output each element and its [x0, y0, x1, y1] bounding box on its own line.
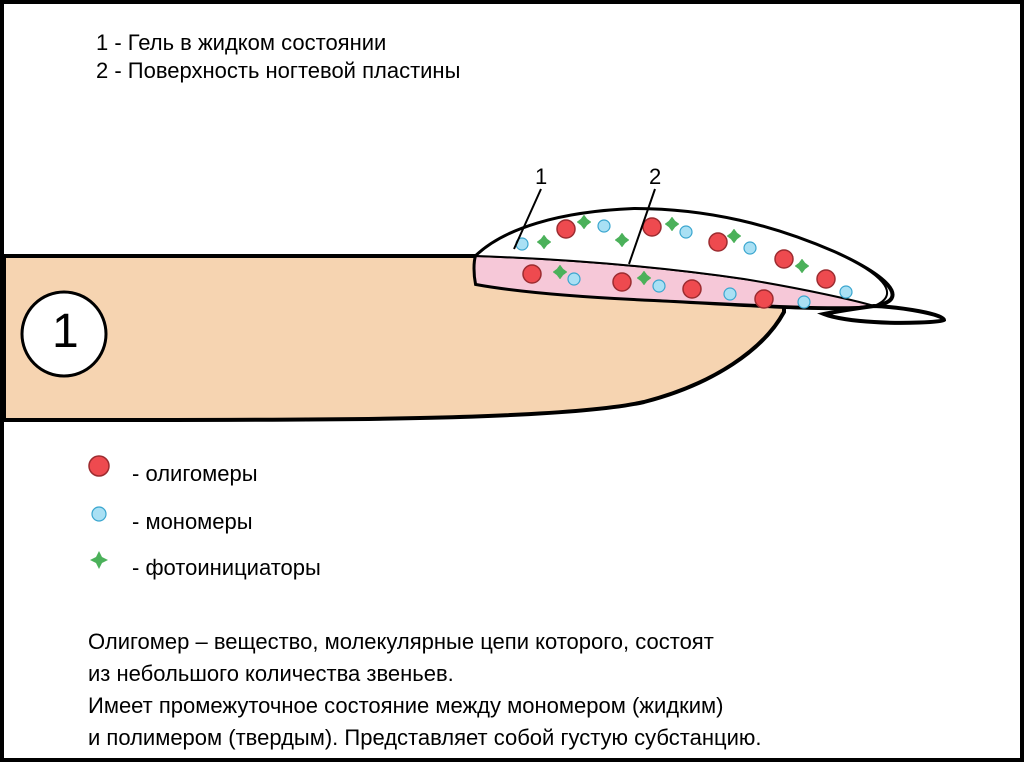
monomer-particle [798, 296, 810, 308]
monomer-particle [724, 288, 736, 300]
description-line-1: Олигомер – вещество, молекулярные цепи к… [88, 626, 761, 658]
description-block: Олигомер – вещество, молекулярные цепи к… [88, 626, 761, 754]
diagram-frame: 1 - Гель в жидком состоянии 2 - Поверхно… [0, 0, 1024, 762]
legend-label-oligomer: - олигомеры [132, 460, 258, 488]
oligomer-particle [817, 270, 835, 288]
monomer-particle [568, 273, 580, 285]
monomer-particle [744, 242, 756, 254]
oligomer-particle [613, 273, 631, 291]
oligomer-particle [557, 220, 575, 238]
oligomer-particle [755, 290, 773, 308]
figure-number-label: 1 [52, 304, 79, 359]
description-line-3: Имеет промежуточное состояние между моно… [88, 690, 761, 722]
description-line-2: из небольшого количества звеньев. [88, 658, 761, 690]
callout-number: 2 [649, 164, 661, 190]
monomer-particle [653, 280, 665, 292]
monomer-particle [598, 220, 610, 232]
oligomer-particle [709, 233, 727, 251]
oligomer-particle [683, 280, 701, 298]
oligomer-particle [643, 218, 661, 236]
legend-label-monomer: - мономеры [132, 508, 253, 536]
legend-swatch-monomer [85, 500, 113, 528]
oligomer-particle [775, 250, 793, 268]
callout-number: 1 [535, 164, 547, 190]
monomer-particle [680, 226, 692, 238]
legend-label-photoinit: - фотоинициаторы [132, 554, 321, 582]
monomer-particle [840, 286, 852, 298]
legend-swatch-photoinit [85, 546, 113, 574]
description-line-4: и полимером (твердым). Представляет собо… [88, 722, 761, 754]
oligomer-particle [523, 265, 541, 283]
legend-swatch-oligomer [85, 452, 113, 480]
